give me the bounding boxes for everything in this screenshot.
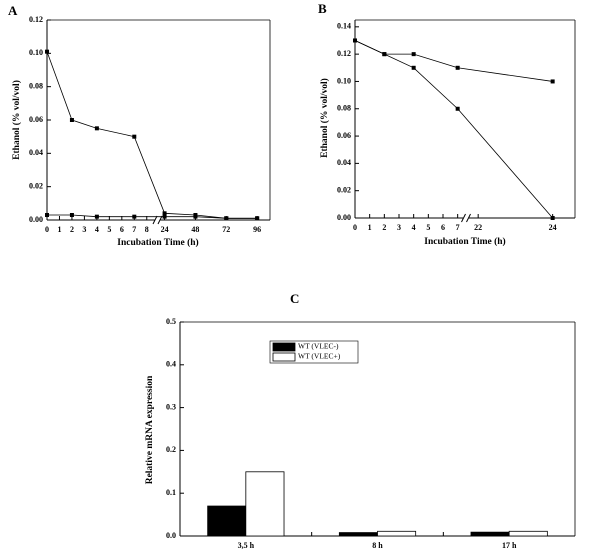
y-tick-label: 0.00 — [337, 213, 351, 222]
x-tick-label: 8 h — [372, 541, 383, 550]
x-tick-label: 24 — [549, 223, 557, 232]
y-tick-label: 0.2 — [166, 445, 176, 454]
bar — [245, 471, 285, 537]
x-axis-label: Incubation Time (h) — [424, 236, 505, 247]
series-line — [354, 40, 553, 82]
x-tick-label: 2 — [70, 225, 74, 234]
panel-label: A — [8, 3, 18, 18]
point — [255, 216, 260, 221]
x-tick-label: 1 — [368, 223, 372, 232]
bar — [377, 530, 417, 537]
point — [94, 126, 99, 131]
legend-swatch — [272, 352, 296, 362]
axis-break — [157, 215, 163, 225]
legend-swatch — [272, 342, 296, 352]
point — [45, 49, 49, 54]
axis-break-gap — [154, 218, 161, 222]
y-tick-label: 0.12 — [337, 49, 351, 58]
y-tick-label: 0.3 — [166, 402, 176, 411]
bar — [470, 531, 510, 537]
axis-break — [461, 213, 466, 223]
x-tick-label: 6 — [120, 225, 124, 234]
point — [224, 216, 229, 221]
y-axis-label: Relative mRNA expression — [145, 375, 155, 484]
axis-break — [466, 213, 471, 223]
legend-label: WT (VLEC-) — [298, 342, 339, 351]
x-tick-label: 0 — [353, 223, 357, 232]
x-tick-label: 24 — [161, 225, 169, 234]
y-tick-label: 0.14 — [337, 22, 351, 31]
series-line — [46, 51, 258, 219]
x-axis-label: Incubation Time (h) — [117, 237, 198, 248]
y-tick-label: 0.06 — [29, 115, 43, 124]
y-tick-label: 0.08 — [29, 81, 43, 90]
y-tick-label: 0.00 — [29, 215, 43, 224]
point — [455, 106, 460, 111]
point — [132, 214, 137, 219]
x-tick-label: 5 — [426, 223, 430, 232]
y-tick-label: 0.10 — [29, 48, 43, 57]
x-tick-label: 5 — [107, 225, 111, 234]
y-tick-label: 0.12 — [29, 15, 43, 24]
x-tick-label: 0 — [45, 225, 49, 234]
point — [69, 118, 74, 122]
x-tick-label: 2 — [382, 223, 386, 232]
point — [132, 134, 137, 139]
point — [69, 213, 74, 217]
x-tick-label: 8 — [145, 225, 149, 234]
y-tick-label: 0.0 — [166, 531, 176, 540]
y-tick-label: 0.02 — [29, 181, 43, 190]
point — [45, 213, 49, 217]
point — [382, 52, 387, 57]
series-line — [47, 214, 258, 219]
y-tick-label: 0.06 — [337, 131, 351, 140]
x-tick-label: 4 — [95, 225, 99, 234]
y-tick-label: 0.1 — [166, 488, 176, 497]
panel-label: C — [290, 291, 299, 306]
x-tick-label: 17 h — [502, 541, 517, 550]
legend-label: WT (VLEC+) — [298, 352, 341, 361]
point — [193, 214, 198, 219]
x-tick-label: 48 — [191, 225, 199, 234]
x-tick-label: 22 — [474, 223, 482, 232]
y-tick-label: 0.5 — [166, 317, 176, 326]
series-line — [354, 40, 553, 219]
bar — [338, 532, 378, 537]
point — [550, 216, 555, 220]
x-tick-label: 72 — [222, 225, 230, 234]
point — [455, 65, 460, 70]
y-tick-label: 0.02 — [337, 186, 351, 195]
bar — [207, 505, 247, 537]
point — [162, 211, 167, 216]
panel-label: B — [318, 1, 327, 16]
point — [162, 214, 167, 219]
y-tick-label: 0.4 — [166, 360, 176, 369]
y-axis-label: Ethanol (% vol/vol) — [319, 78, 330, 158]
x-tick-label: 96 — [253, 225, 261, 234]
point — [94, 214, 99, 219]
x-tick-label: 3,5 h — [238, 541, 255, 550]
bar — [508, 530, 548, 537]
axis-break — [152, 215, 158, 225]
y-axis-label: Ethanol (% vol/vol) — [11, 80, 22, 160]
x-tick-label: 3 — [82, 225, 86, 234]
x-tick-label: 3 — [397, 223, 401, 232]
y-tick-label: 0.04 — [337, 158, 351, 167]
y-tick-label: 0.04 — [29, 148, 43, 157]
point — [411, 52, 416, 57]
y-tick-label: 0.10 — [337, 76, 351, 85]
x-tick-label: 6 — [441, 223, 445, 232]
point — [353, 38, 357, 43]
x-tick-label: 7 — [132, 225, 136, 234]
y-tick-label: 0.08 — [337, 104, 351, 113]
x-tick-label: 4 — [412, 223, 416, 232]
point — [550, 79, 555, 84]
x-tick-label: 1 — [57, 225, 61, 234]
x-tick-label: 7 — [456, 223, 460, 232]
axis-break-gap — [463, 216, 469, 220]
point — [411, 65, 416, 70]
